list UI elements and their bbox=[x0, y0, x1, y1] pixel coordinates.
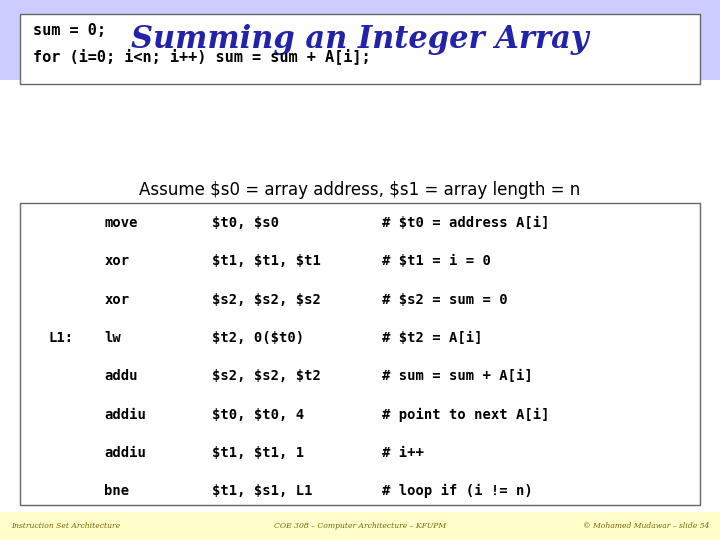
Text: \$s2, \$s2, \$t2: \$s2, \$s2, \$t2 bbox=[212, 369, 321, 383]
Text: \$t1, \$s1, L1: \$t1, \$s1, L1 bbox=[212, 484, 313, 498]
Bar bbox=[0, 512, 720, 540]
Bar bbox=[0, 0, 720, 80]
Text: # \$s2 = sum = 0: # \$s2 = sum = 0 bbox=[382, 293, 507, 307]
Text: # \$t2 = A[i]: # \$t2 = A[i] bbox=[382, 331, 482, 345]
Text: \$t0, \$t0, 4: \$t0, \$t0, 4 bbox=[212, 408, 305, 422]
FancyBboxPatch shape bbox=[20, 202, 700, 505]
FancyBboxPatch shape bbox=[20, 14, 700, 84]
Text: Assume \$s0 = array address, \$s1 = array length = n: Assume \$s0 = array address, \$s1 = arra… bbox=[140, 181, 580, 199]
Text: addiu: addiu bbox=[104, 446, 146, 460]
Text: addu: addu bbox=[104, 369, 138, 383]
Text: addiu: addiu bbox=[104, 408, 146, 422]
Text: bne: bne bbox=[104, 484, 130, 498]
Text: Instruction Set Architecture: Instruction Set Architecture bbox=[11, 522, 120, 530]
Text: \$t2, 0(\$t0): \$t2, 0(\$t0) bbox=[212, 331, 305, 345]
Text: # \$t1 = i = 0: # \$t1 = i = 0 bbox=[382, 254, 490, 268]
Text: # sum = sum + A[i]: # sum = sum + A[i] bbox=[382, 369, 532, 383]
Text: move: move bbox=[104, 216, 138, 230]
Text: xor: xor bbox=[104, 293, 130, 307]
Text: # point to next A[i]: # point to next A[i] bbox=[382, 408, 549, 422]
Text: for (i=0; i<n; i++) sum = sum + A[i];: for (i=0; i<n; i++) sum = sum + A[i]; bbox=[33, 49, 371, 65]
Text: sum = 0;: sum = 0; bbox=[33, 23, 106, 38]
Text: \$s2, \$s2, \$s2: \$s2, \$s2, \$s2 bbox=[212, 293, 321, 307]
Text: © Mohamed Mudawar – slide 54: © Mohamed Mudawar – slide 54 bbox=[582, 522, 709, 530]
Text: # i++: # i++ bbox=[382, 446, 423, 460]
Text: Summing an Integer Array: Summing an Integer Array bbox=[131, 24, 589, 56]
Text: L1:: L1: bbox=[48, 331, 73, 345]
Text: # \$t0 = address A[i]: # \$t0 = address A[i] bbox=[382, 216, 549, 230]
Text: COE 308 – Computer Architecture – KFUPM: COE 308 – Computer Architecture – KFUPM bbox=[274, 522, 446, 530]
Text: \$t0, \$s0: \$t0, \$s0 bbox=[212, 216, 279, 230]
Text: \$t1, \$t1, 1: \$t1, \$t1, 1 bbox=[212, 446, 305, 460]
Text: # loop if (i != n): # loop if (i != n) bbox=[382, 484, 532, 498]
Text: \$t1, \$t1, \$t1: \$t1, \$t1, \$t1 bbox=[212, 254, 321, 268]
Text: lw: lw bbox=[104, 331, 121, 345]
Text: xor: xor bbox=[104, 254, 130, 268]
